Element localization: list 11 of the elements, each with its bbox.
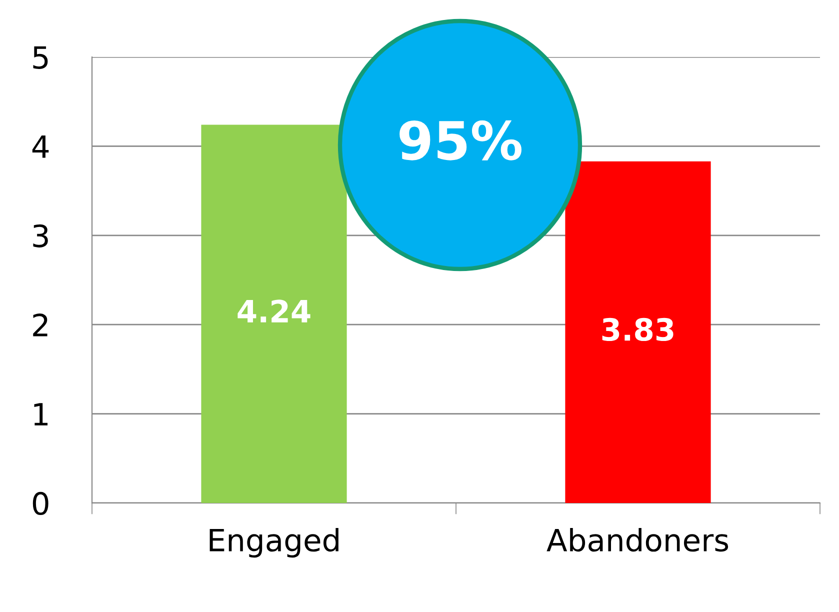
y-tick-label: 4 bbox=[32, 136, 49, 158]
annotation: 95% bbox=[400, 120, 522, 160]
x-tick-label: Abandoners bbox=[546, 528, 728, 552]
y-tick-label: 2 bbox=[33, 314, 48, 336]
y-tick-label: 3 bbox=[33, 224, 48, 248]
y-tick-label: 5 bbox=[33, 46, 48, 70]
x-tick-label: Engaged bbox=[210, 528, 338, 558]
y-tick-label: 0 bbox=[32, 492, 48, 516]
data-label: 4.24 bbox=[238, 300, 310, 322]
y-tick-label: 1 bbox=[34, 403, 48, 426]
data-label: 3.83 bbox=[602, 318, 674, 342]
